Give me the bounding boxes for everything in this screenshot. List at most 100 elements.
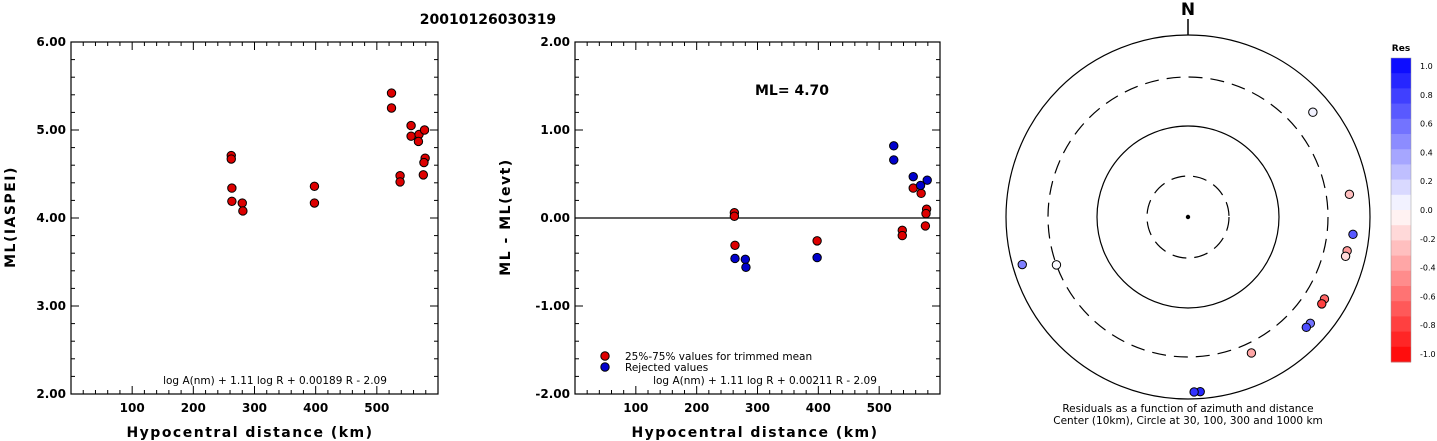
p2-data-point bbox=[889, 155, 899, 165]
colorbar-tick-label: 0.6 bbox=[1420, 120, 1433, 129]
p2-x-tick-label: 200 bbox=[684, 401, 709, 415]
p2-data-point bbox=[729, 211, 740, 221]
colorbar-segment bbox=[1391, 164, 1411, 180]
p2-data-point bbox=[922, 175, 932, 185]
p2-legend-rejected-marker bbox=[600, 362, 610, 372]
p1-data-point bbox=[419, 125, 430, 135]
p2-legend-trimmed-marker bbox=[600, 351, 610, 361]
colorbar-segment bbox=[1391, 194, 1411, 211]
p2-data-point bbox=[920, 221, 931, 231]
polar-station-point bbox=[1189, 387, 1199, 397]
p2-data-point bbox=[730, 240, 740, 250]
colorbar-tick-label: 0.4 bbox=[1420, 148, 1433, 157]
p1-data-point bbox=[413, 136, 424, 147]
p1-data-point bbox=[406, 120, 416, 131]
polar-station-point bbox=[1051, 260, 1062, 270]
colorbar-segment bbox=[1391, 149, 1411, 165]
colorbar-segment bbox=[1391, 103, 1411, 120]
polar-station-point bbox=[1017, 259, 1027, 270]
polar-station-point bbox=[1317, 299, 1327, 309]
p2-y-axis-title: ML - ML(evt) bbox=[498, 158, 514, 275]
distance-ring-300km bbox=[1047, 76, 1329, 358]
p1-plot-frame bbox=[70, 41, 439, 395]
colorbar-tick-label: 0.8 bbox=[1420, 91, 1433, 100]
p1-y-tick-label: 6.00 bbox=[36, 35, 66, 49]
colorbar-tick-label: 0.2 bbox=[1420, 177, 1433, 186]
colorbar-segment bbox=[1391, 118, 1411, 135]
p2-data-point bbox=[889, 141, 899, 151]
p1-y-tick-label: 2.00 bbox=[36, 387, 66, 401]
p2-x-tick-label: 500 bbox=[867, 401, 892, 415]
p2-data-point bbox=[916, 188, 926, 199]
p2-y-tick-label: 0.00 bbox=[540, 211, 570, 225]
polar-station-point bbox=[1344, 189, 1355, 200]
p2-data-point bbox=[740, 254, 751, 265]
colorbar-segment bbox=[1391, 179, 1411, 196]
p1-y-tick-label: 3.00 bbox=[36, 299, 66, 313]
colorbar-segment bbox=[1391, 210, 1411, 226]
p1-x-tick-label: 100 bbox=[120, 401, 145, 415]
p2-data-point bbox=[915, 180, 926, 191]
figure-title: 20010126030319 bbox=[420, 12, 556, 28]
p2-formula: log A(nm) + 1.11 log R + 0.00211 R - 2.0… bbox=[653, 375, 877, 387]
p2-data-point bbox=[812, 252, 822, 263]
p1-data-point bbox=[386, 88, 397, 98]
polar-center-point bbox=[1185, 214, 1191, 220]
p2-data-point bbox=[921, 208, 931, 219]
colorbar-segment bbox=[1391, 346, 1411, 363]
magnitude-vs-distance-plot: log A(nm) + 1.11 log R + 0.00189 R - 2.0… bbox=[3, 35, 439, 441]
p1-data-point bbox=[386, 103, 397, 113]
p2-x-tick-label: 100 bbox=[623, 401, 648, 415]
p2-data-point bbox=[908, 171, 918, 182]
p1-x-tick-label: 400 bbox=[303, 401, 328, 415]
p2-data-point bbox=[741, 262, 751, 272]
colorbar-tick-label: -0.6 bbox=[1420, 292, 1436, 301]
p2-data-point bbox=[812, 236, 822, 246]
colorbar-title: Res bbox=[1392, 44, 1410, 54]
colorbar-segment bbox=[1391, 331, 1411, 348]
p2-legend-rejected-label: Rejected values bbox=[625, 362, 708, 374]
p1-data-point bbox=[238, 206, 248, 216]
p2-y-tick-label: 2.00 bbox=[540, 35, 570, 49]
p1-y-tick-label: 5.00 bbox=[36, 123, 66, 137]
colorbar-tick-label: -0.8 bbox=[1420, 321, 1436, 330]
colorbar-segment bbox=[1391, 316, 1411, 332]
colorbar-segment bbox=[1391, 134, 1411, 150]
colorbar-segment bbox=[1391, 255, 1411, 272]
colorbar-tick-label: -1.0 bbox=[1420, 350, 1436, 359]
p1-y-tick-label: 4.00 bbox=[36, 211, 66, 225]
p2-data-point bbox=[897, 230, 907, 241]
p2-y-tick-label: -1.00 bbox=[535, 299, 570, 313]
polar-caption-line2: Center (10km), Circle at 30, 100, 300 an… bbox=[1053, 415, 1323, 427]
azimuth-residual-polar-plot: N Residuals as a function of azimuth and… bbox=[1005, 0, 1436, 427]
polar-station-point bbox=[1246, 348, 1257, 358]
p1-data-point bbox=[227, 196, 237, 206]
p1-data-point bbox=[309, 198, 320, 208]
polar-caption-line1: Residuals as a function of azimuth and d… bbox=[1062, 403, 1313, 415]
polar-station-point bbox=[1301, 322, 1312, 333]
colorbar-segment bbox=[1391, 286, 1411, 302]
p1-data-point bbox=[418, 170, 429, 180]
north-label: N bbox=[1181, 0, 1195, 20]
colorbar-segment bbox=[1391, 240, 1411, 256]
p2-ml-label: ML= 4.70 bbox=[755, 83, 829, 99]
colorbar-frame bbox=[1390, 57, 1412, 363]
polar-station-point bbox=[1348, 229, 1358, 240]
p1-data-point bbox=[309, 181, 320, 192]
p2-x-tick-label: 400 bbox=[806, 401, 831, 415]
p1-data-point bbox=[419, 157, 429, 168]
p1-data-point bbox=[395, 177, 405, 187]
p1-data-point bbox=[237, 198, 247, 208]
p2-data-point bbox=[730, 253, 740, 264]
p1-x-axis-title: Hypocentral distance (km) bbox=[126, 425, 373, 441]
colorbar-segment bbox=[1391, 225, 1411, 241]
colorbar-segment bbox=[1391, 270, 1411, 287]
p2-y-tick-label: -2.00 bbox=[535, 387, 570, 401]
p1-x-tick-label: 500 bbox=[364, 401, 389, 415]
polar-station-point bbox=[1340, 251, 1351, 261]
colorbar-tick-label: -0.4 bbox=[1420, 264, 1436, 273]
p1-data-point bbox=[406, 131, 416, 141]
p1-x-tick-label: 200 bbox=[181, 401, 206, 415]
p2-x-axis-title: Hypocentral distance (km) bbox=[631, 425, 878, 441]
